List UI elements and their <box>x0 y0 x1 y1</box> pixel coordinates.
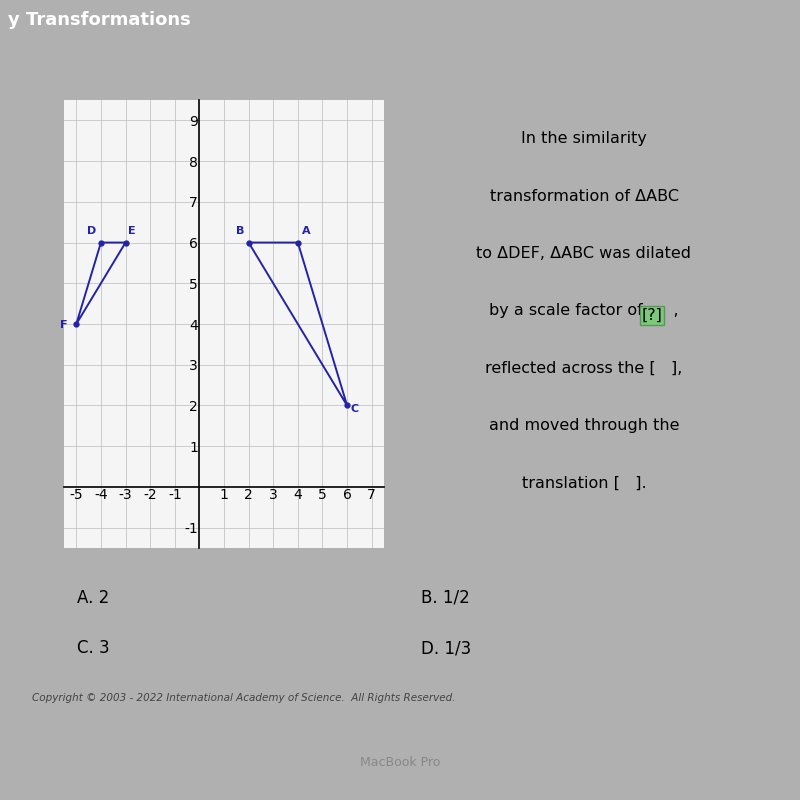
Text: and moved through the: and moved through the <box>489 418 679 433</box>
Text: In the similarity: In the similarity <box>521 131 647 146</box>
Text: A: A <box>302 226 310 237</box>
Text: C: C <box>350 403 359 414</box>
Text: D. 1/3: D. 1/3 <box>421 639 471 658</box>
Text: transformation of ΔABC: transformation of ΔABC <box>490 189 678 204</box>
Text: E: E <box>127 226 135 237</box>
Text: [?]: [?] <box>642 308 662 323</box>
Text: B: B <box>236 226 245 237</box>
Text: y Transformations: y Transformations <box>8 10 190 29</box>
Text: D: D <box>87 226 97 237</box>
Text: Copyright © 2003 - 2022 International Academy of Science.  All Rights Reserved.: Copyright © 2003 - 2022 International Ac… <box>32 693 455 703</box>
Text: MacBook Pro: MacBook Pro <box>360 756 440 769</box>
Text: reflected across the [   ],: reflected across the [ ], <box>486 361 682 376</box>
Text: by a scale factor of      ,: by a scale factor of , <box>489 303 679 318</box>
Text: A. 2: A. 2 <box>77 589 110 607</box>
Text: to ΔDEF, ΔABC was dilated: to ΔDEF, ΔABC was dilated <box>477 246 691 261</box>
Text: C. 3: C. 3 <box>77 639 110 658</box>
Text: F: F <box>60 320 68 330</box>
Text: B. 1/2: B. 1/2 <box>421 589 470 607</box>
Text: translation [   ].: translation [ ]. <box>522 475 646 490</box>
